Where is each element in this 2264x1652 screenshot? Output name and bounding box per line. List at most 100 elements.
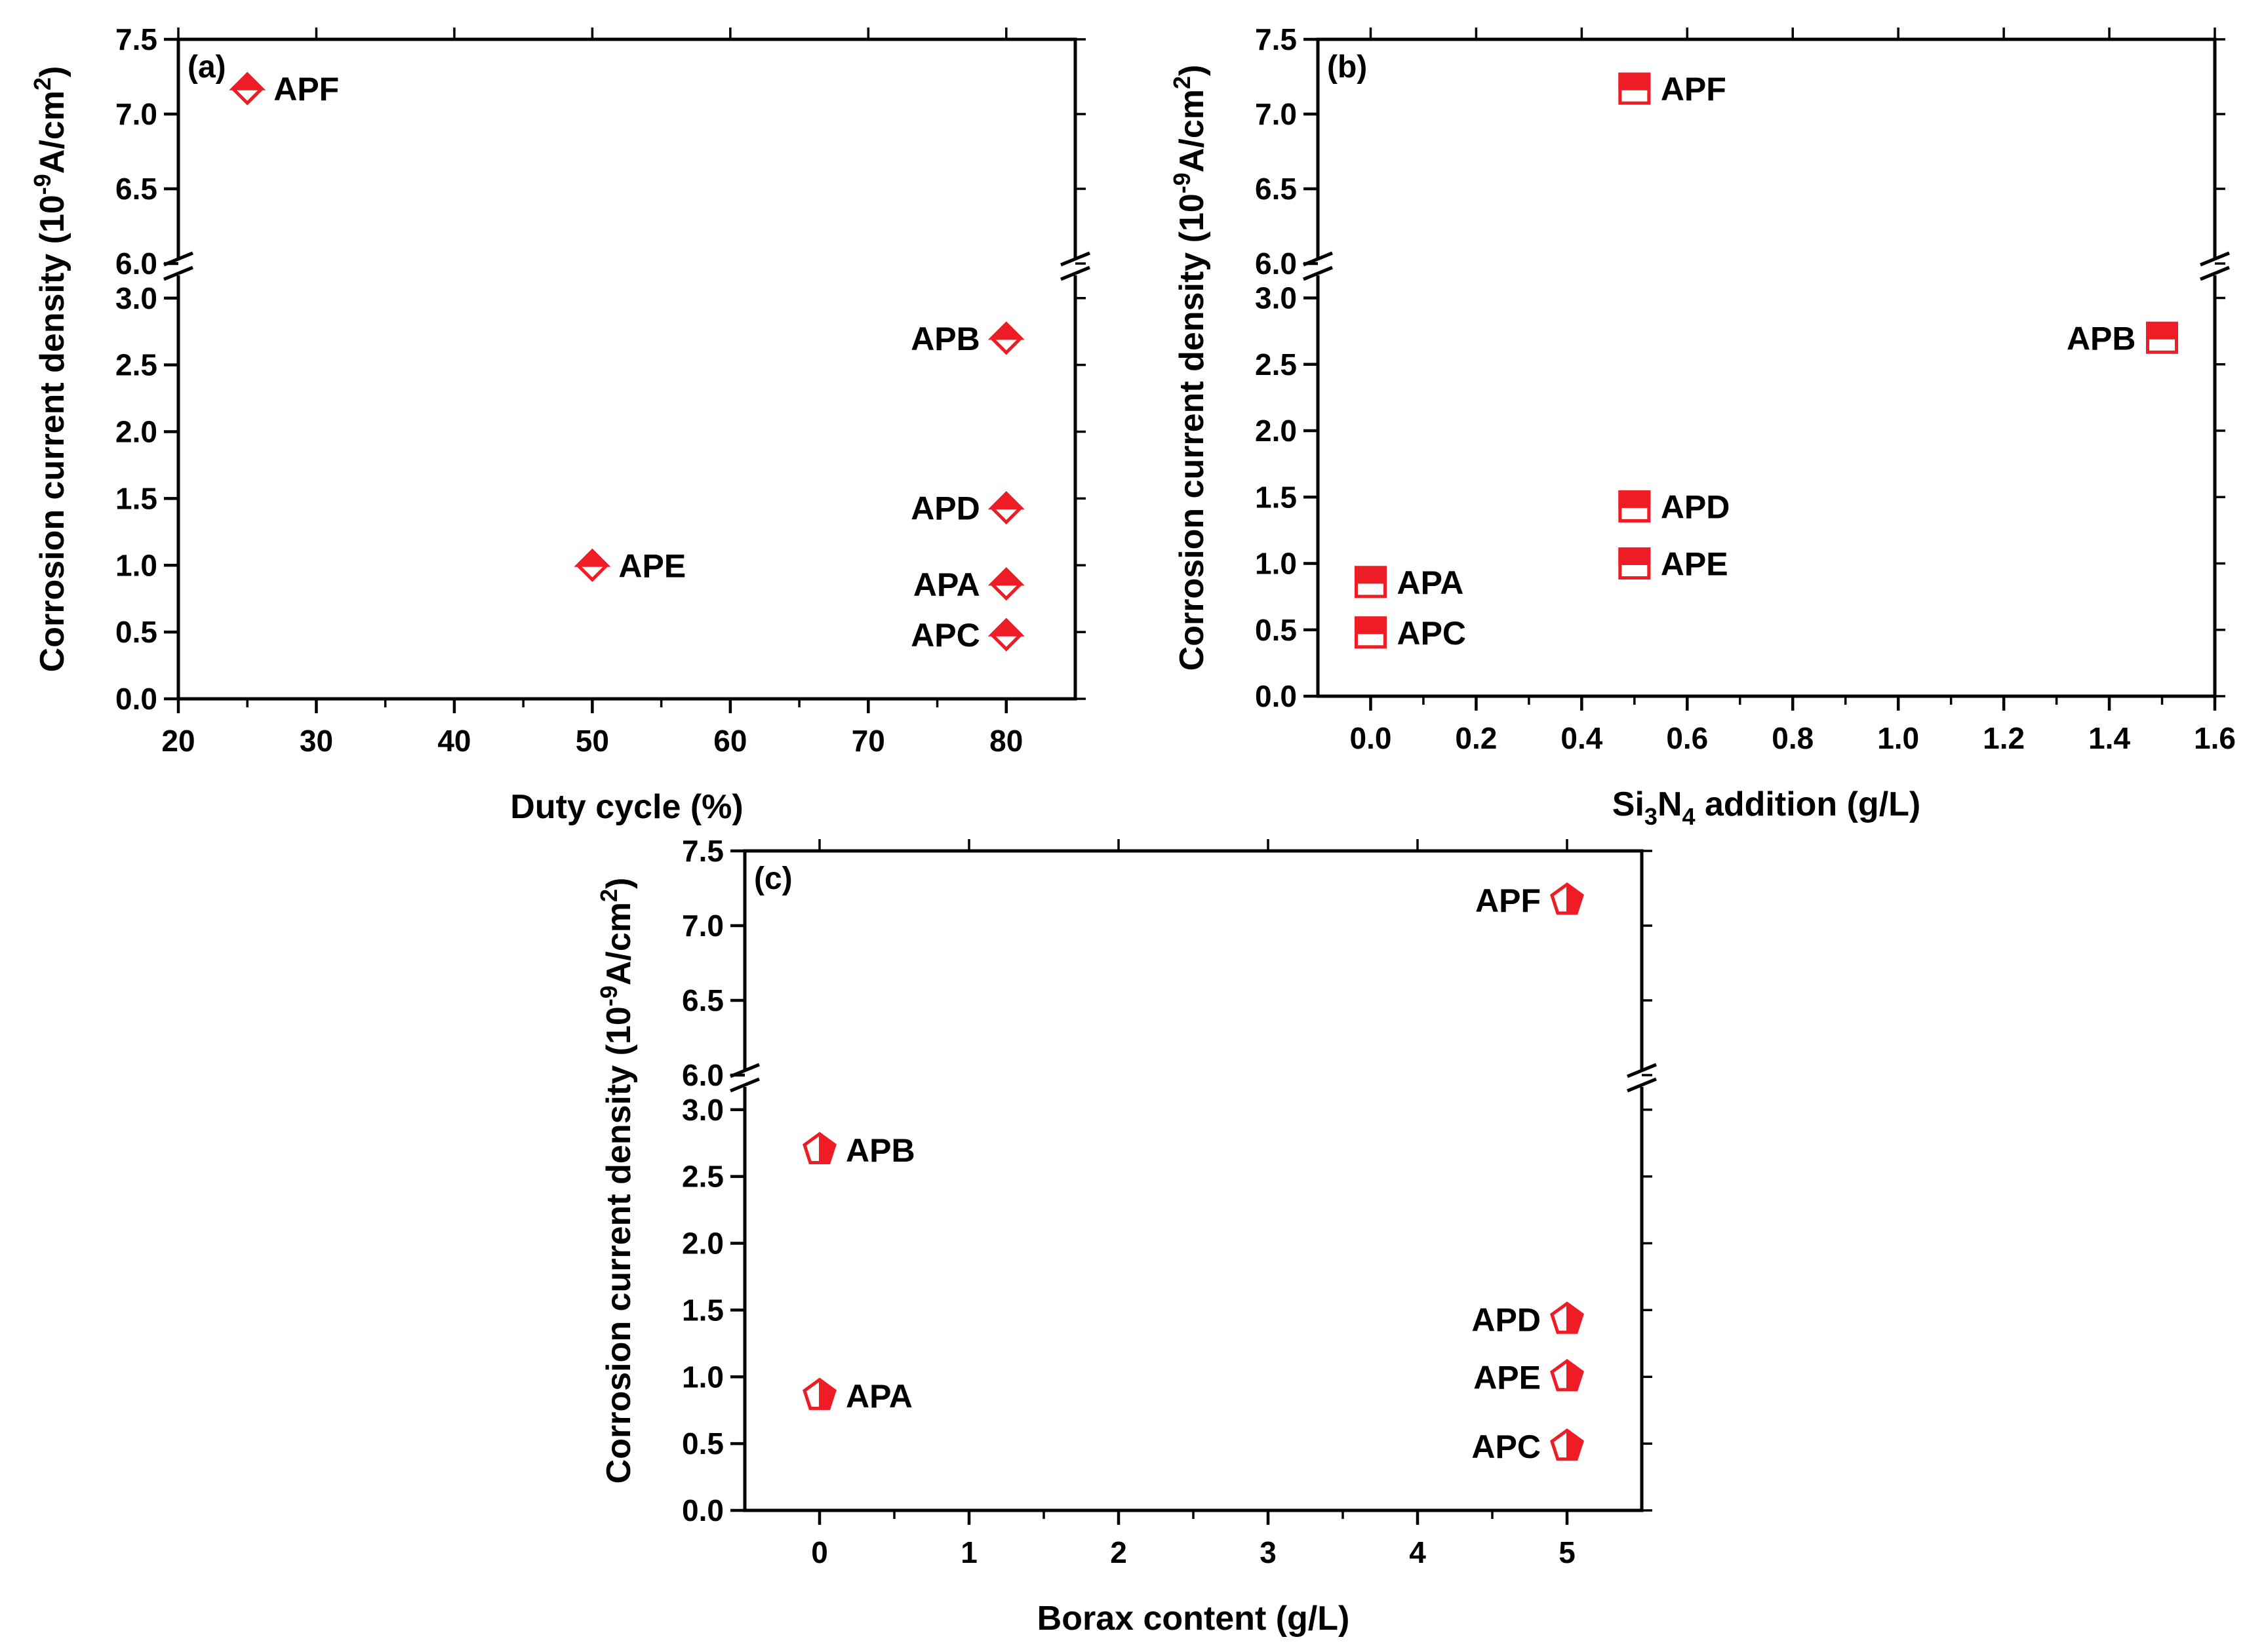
x-tick-label: 1.2 — [1983, 721, 2025, 755]
data-point-apb — [803, 1131, 837, 1164]
x-tick-label: 4 — [1409, 1535, 1426, 1569]
axis-break-mark — [1303, 266, 1333, 281]
y-tick-label: 1.5 — [1255, 480, 1297, 514]
x-tick-label: 30 — [300, 724, 333, 758]
x-tick-label: 1.0 — [1877, 721, 1919, 755]
panel-b: 0.0 0.2 0.4 0.6 0.8 1.0 1.2 1.4 1.6 0.0 0.5 1.0 1.5 2… — [1168, 22, 2236, 830]
data-point-apc — [987, 618, 1025, 652]
data-point-apf — [1550, 882, 1584, 915]
plot-frame — [1316, 37, 2217, 698]
x-tick-label: 80 — [989, 724, 1023, 758]
data-point-ape — [1550, 1358, 1584, 1392]
y-tick-label: 1.5 — [115, 481, 157, 515]
y-tick-label: 7.5 — [1255, 22, 1297, 56]
data-point-apb — [2146, 321, 2179, 354]
y-tick-label: 6.0 — [115, 246, 157, 281]
axis-break-mark — [1627, 1063, 1657, 1078]
x-tick-label: 60 — [713, 724, 747, 758]
x-tick-label: 40 — [437, 724, 471, 758]
y-tick-label: 2.5 — [682, 1160, 724, 1194]
point-label-apf: APF — [1661, 71, 1726, 108]
panel-label: (b) — [1327, 50, 1367, 85]
data-point-apa — [1354, 566, 1387, 599]
x-tick-label: 0.4 — [1560, 721, 1602, 755]
y-tick-label: 2.5 — [1255, 347, 1297, 382]
y-tick-label: 3.0 — [115, 281, 157, 315]
y-tick-label: 0.5 — [1255, 613, 1297, 647]
point-label-ape: APE — [1473, 1359, 1541, 1396]
x-tick-label: 0.8 — [1772, 721, 1814, 755]
axis-break-mark — [1627, 1077, 1657, 1093]
y-tick-label: 6.5 — [682, 983, 724, 1017]
y-tick-label: 6.0 — [1255, 246, 1297, 281]
y-tick-label: 6.5 — [1255, 172, 1297, 206]
y-tick-label: 7.0 — [1255, 97, 1297, 131]
point-label-apb: APB — [2067, 320, 2136, 357]
axis-break-mark — [1060, 266, 1090, 281]
y-tick-label: 2.5 — [115, 348, 157, 382]
y-axis-title: Corrosion current density (10-9A/cm2) — [595, 878, 638, 1484]
x-tick-label: 1.6 — [2194, 721, 2236, 755]
x-tick-label: 1.4 — [2088, 721, 2130, 755]
data-point-apa — [987, 567, 1025, 601]
y-tick-label: 6.0 — [682, 1058, 724, 1092]
y-tick-label: 7.5 — [115, 22, 157, 56]
x-tick-label: 70 — [852, 724, 885, 758]
y-tick-label: 3.0 — [682, 1093, 724, 1127]
x-tick-label: 0 — [811, 1535, 828, 1569]
data-point-apb — [987, 321, 1025, 355]
data-point-apf — [1618, 72, 1651, 105]
point-label-apa: APA — [846, 1378, 913, 1415]
panel-a: 20 30 40 50 60 70 80 0.0 0.5 1.0 1.5 2.0 2.5 3.06.0 6.… — [29, 22, 1090, 826]
data-point-apa — [803, 1377, 837, 1410]
panel-c: 0 1 2 3 4 5 0.0 0.5 1.0 1.5 2.0 2.5 3.06.0 6.5 7.0 7.5 (… — [595, 834, 1657, 1638]
x-tick-label: 0.0 — [1349, 721, 1391, 755]
data-point-apd — [987, 491, 1025, 525]
x-axis-title: Duty cycle (%) — [510, 788, 743, 826]
data-point-ape — [574, 548, 611, 582]
x-tick-label: 0.2 — [1455, 721, 1497, 755]
x-axis-title: Borax content (g/L) — [1037, 1600, 1350, 1638]
y-tick-label: 2.0 — [1255, 414, 1297, 448]
y-tick-label: 2.0 — [115, 415, 157, 449]
y-tick-label: 1.0 — [115, 548, 157, 582]
y-tick-label: 7.5 — [682, 834, 724, 868]
x-tick-label: 50 — [576, 724, 609, 758]
panel-label: (a) — [188, 50, 226, 85]
x-tick-label: 1 — [961, 1535, 978, 1569]
data-point-apf — [229, 71, 266, 106]
point-label-apf: APF — [273, 71, 339, 108]
data-point-apc — [1354, 616, 1387, 649]
axis-break-mark — [2200, 251, 2230, 267]
x-tick-label: 0.6 — [1666, 721, 1708, 755]
point-label-apd: APD — [1661, 488, 1730, 525]
y-tick-label: 3.0 — [1255, 281, 1297, 315]
point-label-ape: APE — [1661, 546, 1728, 583]
x-tick-label: 20 — [161, 724, 195, 758]
axis-break-mark — [2200, 266, 2230, 281]
y-tick-label: 0.0 — [115, 682, 157, 716]
x-tick-label: 3 — [1260, 1535, 1277, 1569]
plot-frame — [176, 37, 1077, 701]
y-tick-label: 0.0 — [682, 1493, 724, 1527]
point-label-apb: APB — [911, 321, 980, 357]
point-label-apd: APD — [911, 490, 980, 527]
y-tick-label: 0.5 — [115, 615, 157, 649]
point-label-apd: APD — [1471, 1302, 1541, 1339]
data-point-apc — [1550, 1428, 1584, 1461]
y-tick-label: 7.0 — [682, 909, 724, 943]
x-tick-label: 5 — [1559, 1535, 1576, 1569]
data-point-apd — [1550, 1301, 1584, 1334]
y-tick-label: 7.0 — [115, 97, 157, 131]
y-axis-title: Corrosion current density (10-9A/cm2) — [1168, 65, 1211, 671]
point-label-ape: APE — [618, 547, 686, 584]
axis-break-mark — [163, 266, 193, 281]
axis-break-mark — [730, 1077, 760, 1093]
y-tick-label: 1.0 — [1255, 547, 1297, 581]
x-axis-title: Si3N4 addition (g/L) — [1612, 785, 1920, 830]
point-label-apa: APA — [1397, 564, 1463, 601]
y-axis-title: Corrosion current density (10-9A/cm2) — [29, 66, 71, 673]
point-label-apc: APC — [1397, 615, 1466, 652]
data-point-apd — [1618, 490, 1651, 522]
